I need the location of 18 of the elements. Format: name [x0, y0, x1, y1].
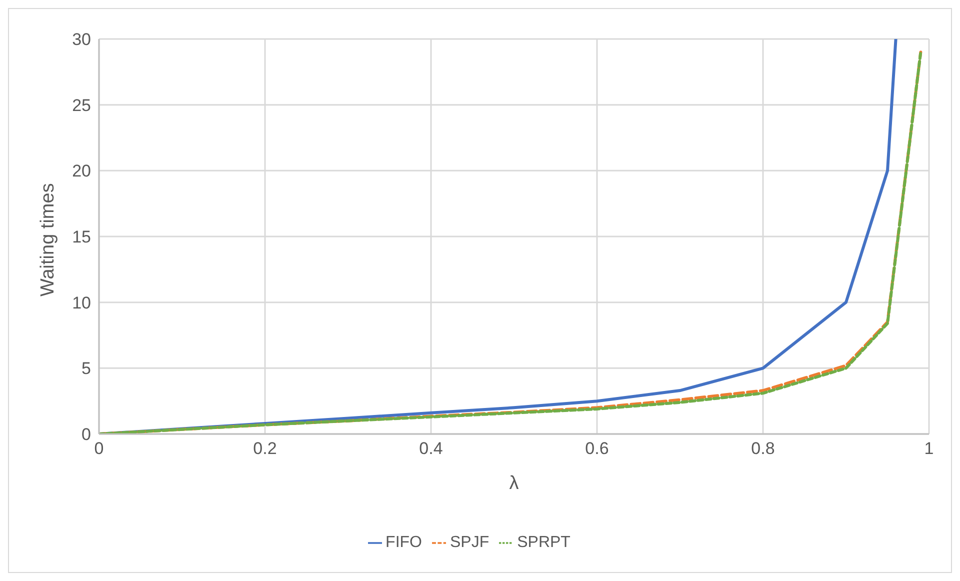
- x-tick-label: 0.2: [253, 439, 277, 458]
- x-tick-label: 0.6: [585, 439, 609, 458]
- legend-label: SPJF: [450, 534, 490, 551]
- y-tick-label: 5: [82, 359, 91, 378]
- y-tick-label: 15: [72, 228, 91, 247]
- legend-label: SPRPT: [517, 534, 570, 551]
- legend-label: FIFO: [386, 534, 422, 551]
- x-tick-label: 0.4: [419, 439, 443, 458]
- x-tick-label: 0.8: [751, 439, 775, 458]
- y-tick-label: 10: [72, 293, 91, 312]
- x-tick-label: 1: [924, 439, 934, 458]
- x-axis-title: λ: [509, 473, 520, 494]
- y-axis-title: Waiting times: [38, 183, 59, 296]
- y-tick-label: 25: [72, 96, 91, 115]
- y-tick-label: 20: [72, 162, 91, 181]
- x-tick-label: 0: [94, 439, 104, 458]
- y-tick-label: 30: [72, 30, 91, 50]
- y-tick-label: 0: [82, 425, 91, 444]
